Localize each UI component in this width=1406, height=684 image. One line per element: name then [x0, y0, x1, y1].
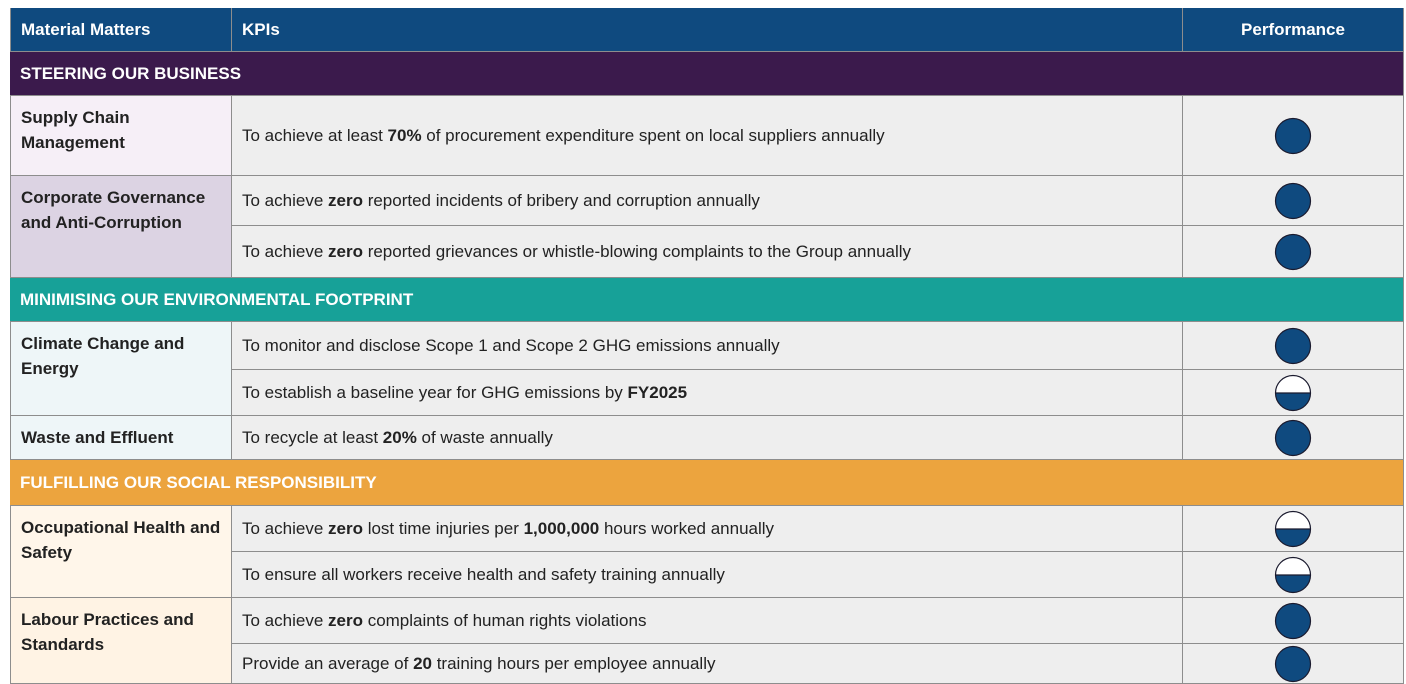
kpi-text: To achieve zero reported incidents of br… — [232, 176, 1183, 226]
performance-icon — [1274, 117, 1312, 154]
kpi-segment: To monitor and disclose Scope 1 and Scop… — [242, 335, 780, 355]
kpi-segment: of waste annually — [416, 427, 553, 447]
kpi-segment: complaints of human rights violations — [362, 610, 647, 630]
material-matter: Occupational Health and Safety — [10, 506, 232, 598]
material-matter: Corporate Governance and Anti-Corruption — [10, 176, 232, 278]
icon-fill — [1275, 574, 1311, 592]
icon-outline — [1274, 419, 1312, 456]
icon-outline — [1274, 327, 1312, 364]
kpi-line: To monitor and disclose Scope 1 and Scop… — [242, 336, 780, 356]
section-title: MINIMISING OUR ENVIRONMENTAL FOOTPRINT — [10, 278, 1404, 322]
header-material: Material Matters — [10, 8, 232, 52]
kpi-segment: To achieve — [242, 241, 328, 261]
performance-cell — [1183, 506, 1404, 552]
kpi-segment: training hours per employee annually — [431, 653, 716, 673]
kpi-line: To achieve zero reported incidents of br… — [242, 191, 760, 211]
icon-outline — [1274, 182, 1312, 219]
section-title: STEERING OUR BUSINESS — [10, 52, 1404, 96]
performance-icon — [1274, 419, 1312, 456]
kpi-segment: To establish a baseline year for GHG emi… — [242, 382, 628, 402]
kpi-line: To achieve zero lost time injuries per 1… — [242, 519, 774, 539]
icon-fill — [1275, 420, 1311, 455]
performance-icon — [1274, 645, 1312, 682]
kpi-segment: To achieve — [242, 190, 328, 210]
performance-icon — [1274, 510, 1312, 547]
kpi-line: To achieve at least 70% of procurement e… — [242, 126, 885, 146]
material-matter: Labour Practices and Standards — [10, 598, 232, 684]
material-matter: Supply Chain Management — [10, 96, 232, 176]
kpi-highlight: 1,000,000 — [523, 518, 600, 538]
kpi-line: To achieve zero reported grievances or w… — [242, 242, 911, 262]
kpi-highlight: 20 — [413, 653, 432, 673]
icon-fill — [1275, 528, 1311, 546]
material-matter: Climate Change and Energy — [10, 322, 232, 416]
icon-outline — [1274, 645, 1312, 682]
kpi-text: To achieve zero reported grievances or w… — [232, 226, 1183, 278]
icon-outline — [1274, 233, 1312, 270]
kpi-highlight: zero — [328, 518, 363, 538]
kpi-segment: reported grievances or whistle-blowing c… — [362, 241, 912, 261]
kpi-line: To establish a baseline year for GHG emi… — [242, 383, 687, 403]
kpi-line: To achieve zero complaints of human righ… — [242, 611, 646, 631]
material-matter: Waste and Effluent — [10, 416, 232, 460]
performance-icon — [1274, 233, 1312, 270]
kpi-text: To achieve zero lost time injuries per 1… — [232, 506, 1183, 552]
icon-fill — [1275, 234, 1311, 269]
kpi-segment: reported incidents of bribery and corrup… — [362, 190, 760, 210]
kpi-text: To monitor and disclose Scope 1 and Scop… — [232, 322, 1183, 370]
header-kpis: KPIs — [232, 8, 1183, 52]
kpi-highlight: FY2025 — [627, 382, 688, 402]
performance-icon — [1274, 327, 1312, 364]
icon-fill — [1275, 603, 1311, 638]
performance-cell — [1183, 176, 1404, 226]
performance-cell — [1183, 322, 1404, 370]
performance-cell — [1183, 226, 1404, 278]
kpi-segment: of procurement expenditure spent on loca… — [421, 125, 885, 145]
performance-icon — [1274, 374, 1312, 411]
kpi-segment: Provide an average of — [242, 653, 414, 673]
kpi-text: To establish a baseline year for GHG emi… — [232, 370, 1183, 416]
kpi-segment: To achieve — [242, 518, 328, 538]
kpi-segment: To achieve at least — [242, 125, 388, 145]
kpi-segment: To ensure all workers receive health and… — [242, 564, 725, 584]
kpi-highlight: zero — [328, 241, 363, 261]
icon-outline — [1274, 117, 1312, 154]
icon-fill — [1275, 392, 1311, 410]
section-title: FULFILLING OUR SOCIAL RESPONSIBILITY — [10, 460, 1404, 506]
kpi-segment: To achieve — [242, 610, 328, 630]
kpi-segment: To recycle at least — [242, 427, 383, 447]
performance-cell — [1183, 96, 1404, 176]
kpi-text: To achieve zero complaints of human righ… — [232, 598, 1183, 644]
icon-fill — [1275, 183, 1311, 218]
icon-outline — [1274, 602, 1312, 639]
performance-icon — [1274, 602, 1312, 639]
performance-cell — [1183, 552, 1404, 598]
kpi-segment: lost time injuries per — [362, 518, 524, 538]
kpi-highlight: zero — [328, 190, 363, 210]
performance-icon — [1274, 182, 1312, 219]
icon-fill — [1275, 646, 1311, 681]
kpi-line: Provide an average of 20 training hours … — [242, 654, 716, 674]
kpi-highlight: 20% — [382, 427, 417, 447]
performance-cell — [1183, 370, 1404, 416]
kpi-segment: hours worked annually — [599, 518, 775, 538]
kpi-text: To recycle at least 20% of waste annuall… — [232, 416, 1183, 460]
icon-fill — [1275, 328, 1311, 363]
performance-cell — [1183, 644, 1404, 684]
kpi-highlight: 70% — [387, 125, 422, 145]
kpi-line: To recycle at least 20% of waste annuall… — [242, 428, 553, 448]
kpi-line: To ensure all workers receive health and… — [242, 565, 725, 585]
icon-fill — [1275, 118, 1311, 153]
kpi-text: To ensure all workers receive health and… — [232, 552, 1183, 598]
kpi-text: Provide an average of 20 training hours … — [232, 644, 1183, 684]
performance-cell — [1183, 598, 1404, 644]
kpi-highlight: zero — [328, 610, 363, 630]
performance-icon — [1274, 556, 1312, 593]
header-performance: Performance — [1183, 8, 1404, 52]
performance-cell — [1183, 416, 1404, 460]
kpi-text: To achieve at least 70% of procurement e… — [232, 96, 1183, 176]
